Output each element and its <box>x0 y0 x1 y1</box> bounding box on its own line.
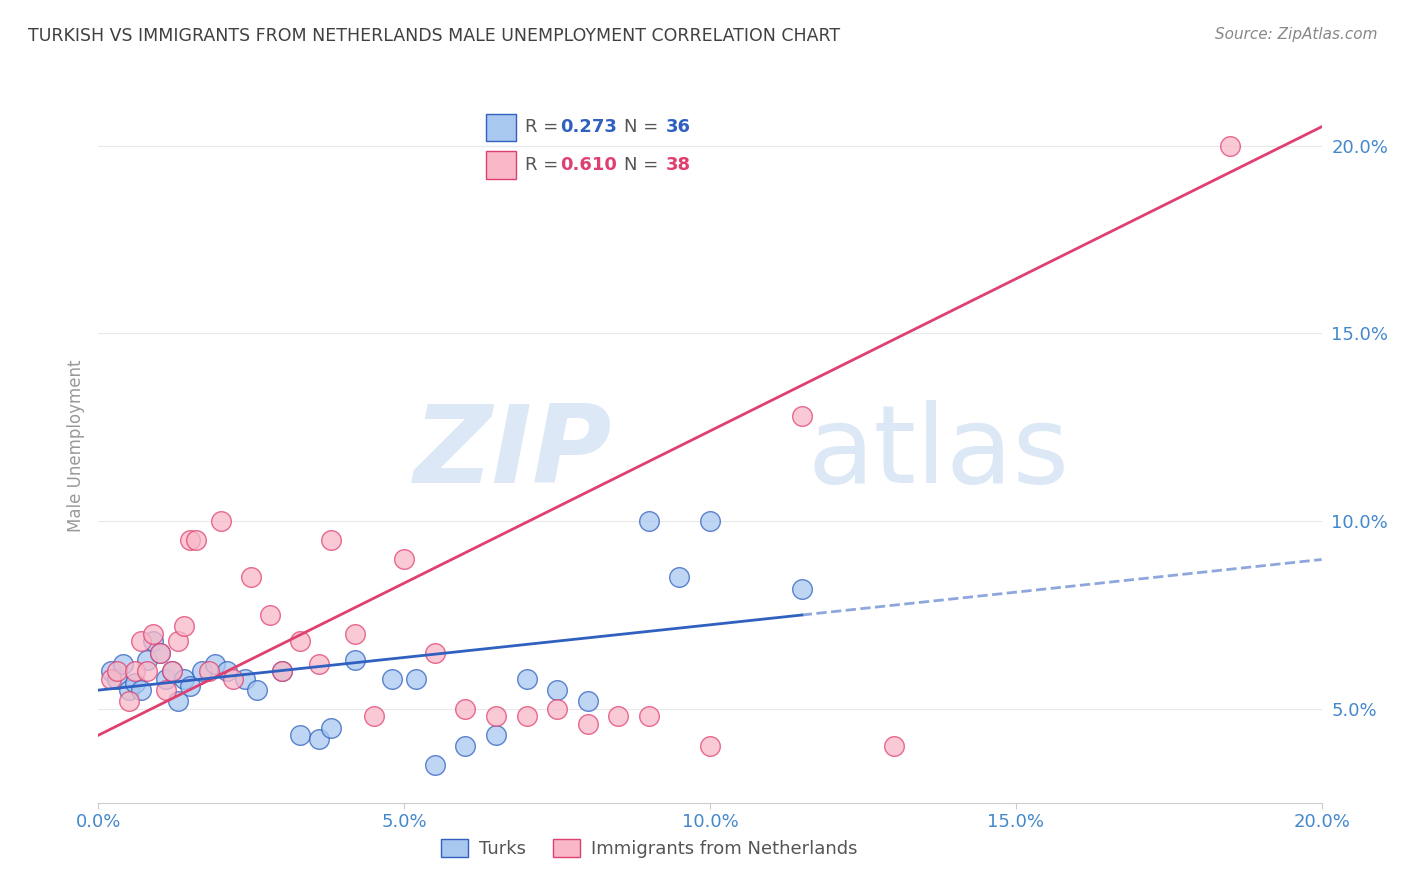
Point <box>209 514 232 528</box>
Point <box>883 739 905 754</box>
Point <box>270 665 292 679</box>
Point <box>319 721 342 735</box>
Point <box>576 694 599 708</box>
Point <box>637 709 661 723</box>
Point <box>546 702 568 716</box>
Point <box>118 683 141 698</box>
Point <box>699 739 721 754</box>
Point <box>319 533 342 547</box>
Point <box>155 683 177 698</box>
Point <box>105 665 128 679</box>
Point <box>290 728 312 742</box>
Point <box>485 728 508 742</box>
Point <box>290 634 312 648</box>
Point <box>142 627 165 641</box>
Point <box>344 627 367 641</box>
Legend: Turks, Immigrants from Netherlands: Turks, Immigrants from Netherlands <box>433 831 865 865</box>
Point <box>111 657 134 671</box>
Point <box>100 665 122 679</box>
Point <box>124 675 146 690</box>
Point <box>136 665 159 679</box>
Point <box>160 665 183 679</box>
Point <box>423 758 446 772</box>
Point <box>179 533 201 547</box>
Point <box>167 634 190 648</box>
Point <box>308 657 330 671</box>
Point <box>607 709 630 723</box>
Point <box>222 672 245 686</box>
Point <box>105 672 128 686</box>
Point <box>197 665 219 679</box>
Point <box>516 672 538 686</box>
Point <box>129 634 152 648</box>
Point <box>790 409 813 423</box>
Point <box>668 570 690 584</box>
Point <box>423 646 446 660</box>
Text: Source: ZipAtlas.com: Source: ZipAtlas.com <box>1215 27 1378 42</box>
Point <box>270 665 292 679</box>
Point <box>160 665 183 679</box>
Text: TURKISH VS IMMIGRANTS FROM NETHERLANDS MALE UNEMPLOYMENT CORRELATION CHART: TURKISH VS IMMIGRANTS FROM NETHERLANDS M… <box>28 27 841 45</box>
Point <box>454 702 477 716</box>
Point <box>392 551 416 566</box>
Point <box>259 607 281 622</box>
Point <box>191 665 214 679</box>
Point <box>546 683 568 698</box>
Point <box>100 672 122 686</box>
Point <box>405 672 427 686</box>
Point <box>124 665 146 679</box>
Point <box>308 731 330 746</box>
Point <box>149 646 172 660</box>
Point <box>215 665 238 679</box>
Point <box>129 683 152 698</box>
Point <box>637 514 661 528</box>
Point <box>204 657 226 671</box>
Point <box>363 709 385 723</box>
Point <box>149 646 172 660</box>
Point <box>454 739 477 754</box>
Point <box>155 672 177 686</box>
Point <box>240 570 263 584</box>
Point <box>485 709 508 723</box>
Point <box>516 709 538 723</box>
Point <box>142 634 165 648</box>
Text: ZIP: ZIP <box>413 401 612 506</box>
Point <box>173 672 195 686</box>
Point <box>179 679 201 693</box>
Point <box>136 653 159 667</box>
Point <box>186 533 208 547</box>
Point <box>246 683 269 698</box>
Point <box>699 514 721 528</box>
Point <box>118 694 141 708</box>
Point <box>173 619 195 633</box>
Point <box>381 672 404 686</box>
Point <box>576 717 599 731</box>
Point <box>344 653 367 667</box>
Point <box>233 672 256 686</box>
Point <box>167 694 190 708</box>
Text: atlas: atlas <box>808 401 1070 506</box>
Y-axis label: Male Unemployment: Male Unemployment <box>66 359 84 533</box>
Point <box>1219 138 1241 153</box>
Point <box>790 582 813 596</box>
